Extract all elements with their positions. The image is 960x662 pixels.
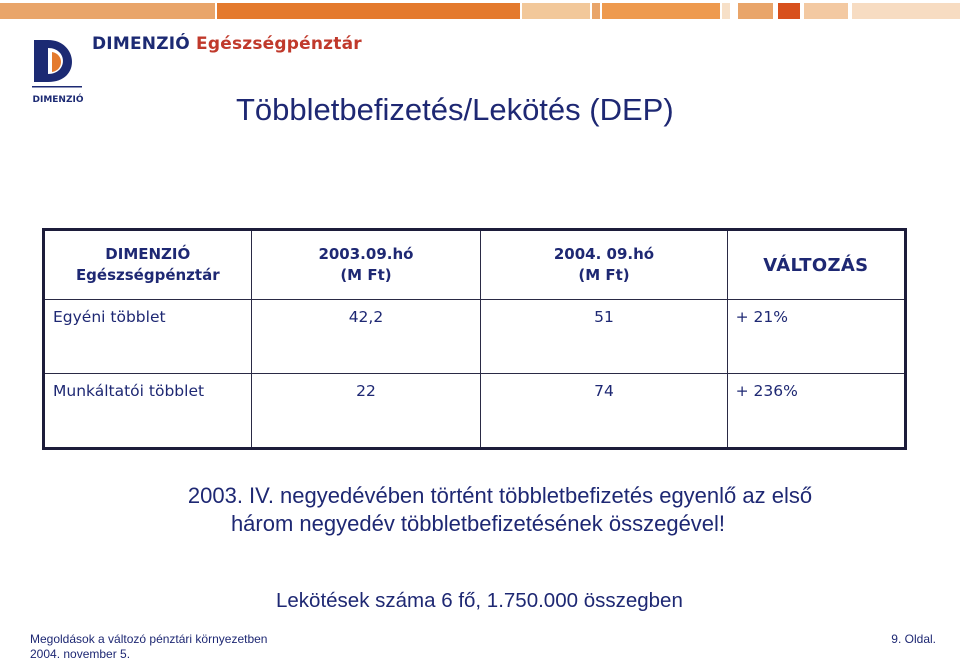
header-cell-2004: 2004. 09.hó (M Ft) xyxy=(480,229,728,300)
top-bar-segment xyxy=(778,3,800,19)
value-2003: 22 xyxy=(250,373,482,449)
svg-text:DIMENZIÓ: DIMENZIÓ xyxy=(33,93,84,105)
header-line: DIMENZIÓ xyxy=(105,245,191,263)
footer-title: Megoldások a változó pénztári környezetb… xyxy=(30,632,268,646)
value-change: + 236% xyxy=(726,373,907,449)
top-bar-segment xyxy=(0,3,215,19)
brand-name: DIMENZIÓ Egészségpénztár xyxy=(92,34,362,54)
note-line: 2003. IV. negyedévében történt többletbe… xyxy=(187,483,813,508)
header-cell-change: VÁLTOZÁS xyxy=(726,229,907,300)
top-bar-segment xyxy=(852,3,960,19)
header-line: (M Ft) xyxy=(340,266,392,284)
page-title: Többletbefizetés/Lekötés (DEP) xyxy=(236,92,674,127)
table-header-row: DIMENZIÓ Egészségpénztár 2003.09.hó (M F… xyxy=(43,229,907,300)
table-row: Egyéni többlet 42,2 51 + 21% xyxy=(43,299,907,374)
brand-rest: Egészségpénztár xyxy=(196,34,362,54)
value-2004: 74 xyxy=(480,373,728,449)
dimenzio-logo-icon: DIMENZIÓ xyxy=(30,36,86,110)
header-line: Egészségpénztár xyxy=(75,266,220,284)
header-cell-2003: 2003.09.hó (M Ft) xyxy=(250,229,482,300)
dep-table: DIMENZIÓ Egészségpénztár 2003.09.hó (M F… xyxy=(42,228,907,450)
value-2004: 51 xyxy=(480,299,728,374)
brand-prefix: DIMENZIÓ xyxy=(92,34,190,54)
footer-date: 2004. november 5. xyxy=(30,647,131,661)
note-line: három negyedév többletbefizetésének össz… xyxy=(230,511,726,536)
top-bar-segment xyxy=(217,3,520,19)
row-label: Munkáltatói többlet xyxy=(43,373,252,449)
note-text: 2003. IV. negyedévében történt többletbe… xyxy=(140,482,860,538)
summary-text: Lekötések száma 6 fő, 1.750.000 összegbe… xyxy=(276,589,683,612)
header-cell-fund: DIMENZIÓ Egészségpénztár xyxy=(43,229,252,300)
top-bar-segment xyxy=(738,3,773,19)
top-bar-segment xyxy=(804,3,848,19)
row-label: Egyéni többlet xyxy=(43,299,252,374)
top-bar-segment xyxy=(592,3,600,19)
value-2003: 42,2 xyxy=(250,299,482,374)
top-bar-segment xyxy=(522,3,590,19)
table-row: Munkáltatói többlet 22 74 + 236% xyxy=(43,373,907,449)
value-change: + 21% xyxy=(726,299,907,374)
header-line: 2003.09.hó xyxy=(318,245,414,263)
header-line: VÁLTOZÁS xyxy=(763,254,869,276)
page-number: 9. Oldal. xyxy=(891,632,936,646)
decorative-top-bar xyxy=(0,0,960,22)
top-bar-segment xyxy=(722,3,730,19)
header-line: (M Ft) xyxy=(578,266,630,284)
top-bar-segment xyxy=(602,3,720,19)
header-line: 2004. 09.hó xyxy=(553,245,655,263)
